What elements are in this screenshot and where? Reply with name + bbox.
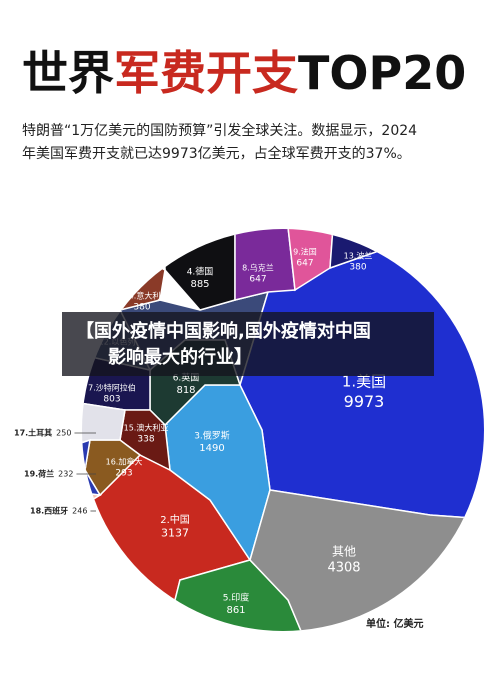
unit-label: 单位: 亿美元 (366, 617, 423, 630)
cell-name: 15.澳大利亚 (124, 423, 169, 433)
title-part: 世界 (22, 46, 114, 100)
cell-value: 647 (249, 274, 266, 284)
cell (82, 399, 126, 452)
cell-value: 232 (58, 470, 73, 479)
cell-name: 18.西班牙 (30, 506, 68, 516)
plot-area (82, 229, 484, 631)
chart-title: 世界军费开支TOP20 (22, 46, 466, 100)
cell-value: 9973 (344, 392, 385, 411)
cell-name: 4.德国 (187, 266, 214, 278)
overlay-text: 【国外疫情中国影响,国外疫情对中国 (76, 320, 371, 342)
cell-value: 818 (176, 385, 195, 396)
title-part: TOP20 (298, 46, 466, 100)
cell-name: 13.波兰 (344, 251, 373, 261)
cell-value: 1490 (199, 443, 224, 454)
subtitle: 特朗普“1万亿美元的国防预算”引发全球关注。数据显示，2024 (22, 122, 417, 139)
cell-name: 5.印度 (223, 592, 250, 604)
cell-name: 17.土耳其 (14, 428, 52, 438)
cell-value: 246 (72, 507, 87, 516)
cell-name: 16.加拿大 (106, 457, 143, 467)
cell-name: 3.俄罗斯 (194, 430, 230, 442)
subtitle: 年美国军费开支就已达9973亿美元，占全球军费开支的37%。 (22, 145, 411, 162)
cell (82, 438, 102, 496)
cell-value: 338 (137, 434, 154, 444)
cell-name: 2.中国 (160, 513, 190, 526)
cell-name: 14.意大利 (124, 291, 161, 301)
cell-name: 9.法国 (293, 247, 317, 257)
cell-value: 380 (349, 262, 366, 272)
cell-value: 885 (190, 279, 209, 290)
cell-value: 380 (133, 302, 150, 312)
cell-value: 293 (115, 468, 132, 478)
cell-value: 803 (103, 394, 120, 404)
cell-name: 1.美国 (342, 373, 386, 391)
cell-name: 19.荷兰 (24, 469, 54, 479)
cell (164, 229, 236, 311)
cell (249, 489, 484, 631)
cell-name: 7.沙特阿拉伯 (88, 383, 136, 393)
title-part: 军费开支 (114, 46, 298, 100)
cell-value: 250 (56, 429, 71, 438)
overlay-text: 影响最大的行业】 (108, 346, 252, 368)
cell-value: 4308 (327, 561, 360, 576)
cell (234, 229, 296, 301)
cell-value: 3137 (161, 527, 189, 540)
cell-name: 其他 (332, 545, 356, 559)
overlay-banner (62, 312, 434, 376)
cell-value: 861 (226, 605, 245, 616)
cell-name: 8.乌克兰 (242, 263, 274, 273)
cell-value: 647 (296, 258, 313, 268)
